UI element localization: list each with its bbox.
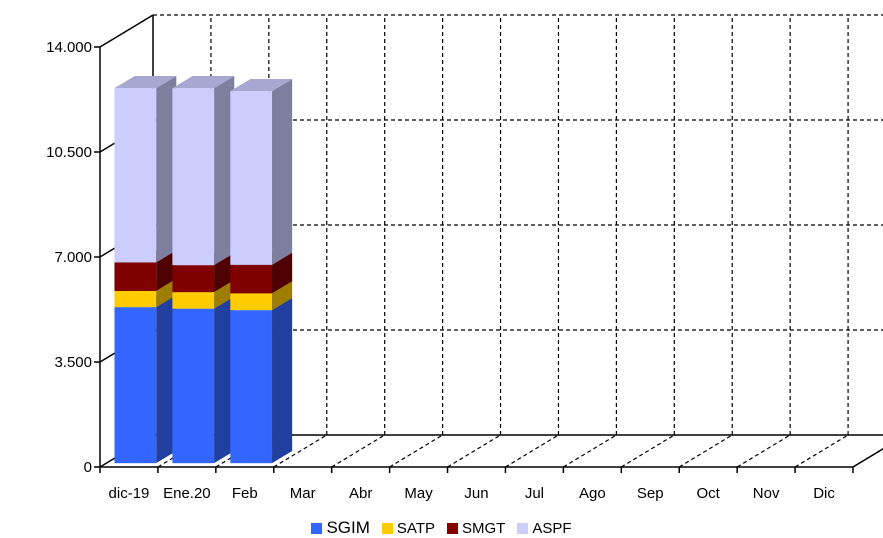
floor-gridline: [447, 434, 501, 468]
bar-top: [172, 76, 235, 89]
legend-label-aspf: ASPF: [532, 519, 572, 537]
x-tick-label: Sep: [637, 485, 664, 502]
bar-front: [230, 264, 273, 294]
legend-swatch-satp: [381, 522, 393, 534]
bar-segment-aspf: [114, 76, 177, 263]
floor-gridline: [794, 434, 849, 468]
legend-item-aspf: ASPF: [517, 519, 572, 537]
y-tick-label: 3.500: [54, 354, 92, 371]
x-tick-label: Oct: [697, 485, 721, 502]
bar-front: [172, 265, 215, 293]
bar-side: [272, 79, 293, 265]
x-tick-label: Feb: [232, 485, 258, 502]
x-axis-depth: [852, 448, 883, 468]
y-tick-label: 14.000: [46, 39, 92, 56]
bar-front: [114, 88, 157, 263]
bar-segment-sgim: [230, 298, 293, 464]
floor-gridline: [331, 434, 386, 468]
floor-gridline: [736, 434, 791, 468]
bar-front: [230, 91, 273, 265]
bar-side: [272, 281, 293, 311]
bar-side: [214, 253, 235, 293]
legend-label-smgt: SMGT: [462, 519, 506, 537]
legend-label-satp: SATP: [396, 519, 435, 537]
x-tick-label: May: [404, 485, 433, 502]
floor-gridline: [678, 434, 733, 468]
x-tick-label: Nov: [753, 485, 780, 502]
bar-segment-aspf: [172, 76, 235, 266]
bar-front: [230, 293, 273, 311]
bar-front: [172, 308, 215, 464]
side-wall-line: [99, 14, 154, 48]
y-tick-label: 10.500: [46, 144, 92, 161]
legend-swatch-aspf: [517, 522, 529, 534]
bars: [114, 76, 293, 464]
legend-swatch-smgt: [447, 522, 458, 534]
x-tick-label: Ene.20: [163, 485, 211, 502]
axes: 0 3.500 7.000 10.500 14.000 dic-19 Ene.20 Feb Ma…: [46, 39, 883, 502]
bar-side: [272, 298, 293, 464]
y-tick-label: 0: [84, 459, 92, 476]
bar-front: [114, 307, 157, 464]
bar-segment-sgim: [114, 295, 177, 464]
bar-segment-sgim: [172, 296, 235, 464]
bar-side: [214, 280, 235, 309]
x-tick-label: Mar: [290, 485, 316, 502]
x-tick-label: Jun: [464, 485, 488, 502]
floor-gridline: [273, 434, 328, 468]
bar-side: [156, 76, 177, 263]
floor-gridline: [620, 434, 675, 468]
bar-front: [172, 88, 215, 266]
legend: SGIM SATP SMGT ASPF: [0, 518, 883, 538]
bar-side: [272, 252, 293, 294]
floor-gridline: [563, 434, 617, 468]
bar-front: [114, 290, 157, 308]
floor-gridline: [389, 434, 443, 468]
bar-top: [114, 76, 177, 89]
x-tick-label: dic-19: [109, 485, 150, 502]
bar-top: [230, 79, 293, 92]
bar-segment-aspf: [230, 79, 293, 265]
bar-front: [172, 292, 215, 309]
bar-side: [214, 76, 235, 266]
bar-side: [156, 295, 177, 464]
bar-side: [156, 278, 177, 308]
x-tick-label: Abr: [349, 485, 372, 502]
x-tick-label: Jul: [525, 485, 544, 502]
bar-side: [156, 250, 177, 291]
legend-item-smgt: SMGT: [447, 520, 505, 537]
legend-swatch-sgim: [311, 522, 323, 534]
floor-gridline: [505, 434, 559, 468]
legend-label-sgim: SGIM: [326, 518, 370, 537]
x-tick-label: Dic: [813, 485, 835, 502]
bar-front: [230, 310, 273, 464]
bar-front: [114, 262, 157, 291]
bar-side: [214, 296, 235, 464]
legend-item-sgim: SGIM: [311, 518, 370, 538]
y-tick-label: 7.000: [54, 249, 92, 266]
legend-item-satp: SATP: [381, 519, 435, 537]
x-tick-label: Ago: [579, 485, 606, 502]
